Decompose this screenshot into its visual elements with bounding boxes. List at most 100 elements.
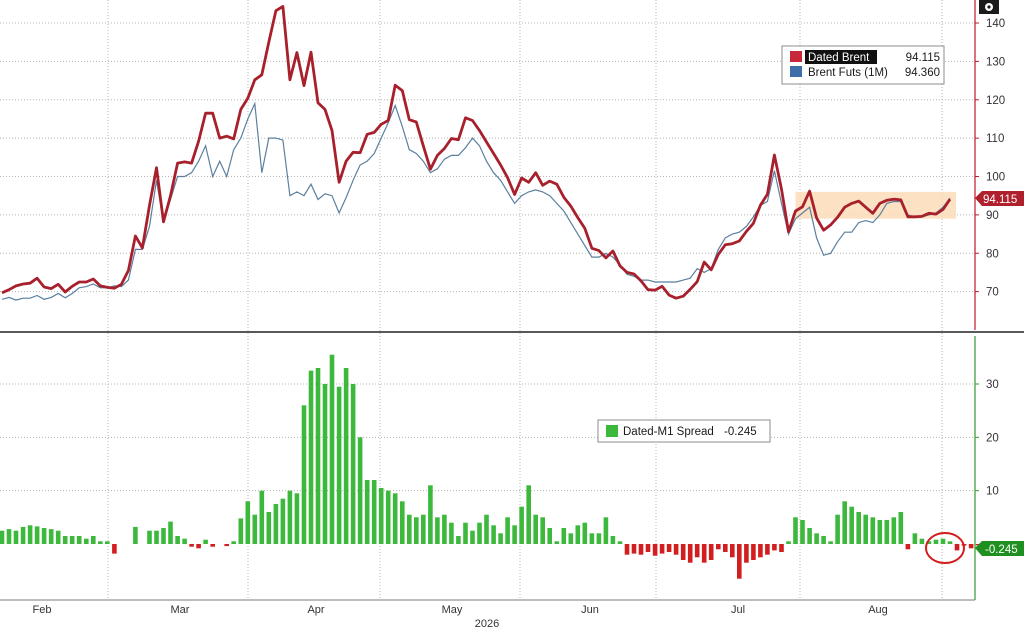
spread-bar [308, 370, 314, 544]
spread-bar [624, 544, 630, 555]
spread-bar [800, 520, 805, 544]
spread-bar [673, 544, 679, 555]
spread-bar [484, 514, 489, 544]
spread-bar [666, 544, 672, 552]
spread-bar [315, 368, 321, 544]
legend-upper: Dated Brent 94.115 Brent Futs (1M) 94.36… [781, 45, 945, 85]
spread-bar [954, 544, 960, 551]
price-lines [1, 5, 952, 301]
legend-label-spread: Dated-M1 Spread [623, 426, 714, 438]
spread-bar [589, 533, 595, 544]
spread-bar [477, 522, 482, 544]
spread-bar [751, 544, 756, 560]
spread-bar [786, 541, 791, 544]
spread-bar [84, 538, 89, 544]
lower-grid [0, 383, 975, 492]
spread-bar [842, 501, 847, 544]
last-value-lower: -0.245 [985, 544, 1018, 556]
spread-bar [723, 544, 728, 552]
gear-icon[interactable] [979, 0, 999, 14]
spread-bar [112, 544, 117, 554]
spread-bar [428, 485, 433, 544]
spread-bar [259, 490, 265, 544]
spread-bar [48, 529, 54, 544]
spread-bar [238, 518, 244, 544]
spread-bar [779, 544, 784, 552]
y-tick-label: 90 [986, 210, 999, 222]
spread-bar [41, 528, 47, 544]
last-value-upper: 94.115 [983, 194, 1017, 206]
spread-bar [737, 544, 742, 579]
spread-bar [835, 514, 840, 544]
spread-bar [596, 533, 602, 544]
spread-bar [0, 530, 5, 544]
spread-bar [687, 544, 693, 563]
spread-bar [76, 536, 82, 544]
spread-bar [175, 536, 180, 544]
spread-bars [0, 354, 981, 579]
spread-bar [329, 354, 335, 544]
spread-bar [638, 544, 644, 555]
spread-bar [105, 541, 110, 544]
spread-bar [435, 517, 440, 544]
spread-bar [449, 522, 454, 544]
spread-bar [807, 528, 812, 544]
spread-bar [582, 522, 588, 544]
spread-bar [856, 512, 861, 544]
spread-bar [547, 528, 552, 544]
spread-bar [659, 544, 665, 554]
spread-bar [884, 520, 890, 544]
spread-bar [870, 517, 876, 544]
spread-bar [280, 498, 286, 544]
spread-bar [357, 437, 363, 544]
spread-bar [694, 544, 700, 558]
y-tick-label: 100 [986, 172, 1005, 184]
legend-lower: Dated-M1 Spread -0.245 [597, 419, 771, 443]
spread-bar [554, 541, 560, 544]
spread-bar [27, 525, 33, 544]
spread-bar [322, 384, 328, 544]
spread-bar [575, 525, 581, 544]
spread-bar [378, 488, 384, 544]
spread-bar [891, 517, 897, 544]
spread-bar [814, 533, 819, 544]
spread-bar [343, 368, 349, 544]
legend-value-spread: -0.245 [724, 426, 757, 438]
spread-bar [266, 512, 272, 544]
spread-bar [91, 536, 96, 544]
spread-bar [421, 514, 426, 544]
x-tick-label: Jun [581, 604, 599, 616]
spread-bar [245, 501, 251, 544]
spread-bar [147, 530, 152, 544]
spread-bar [793, 517, 798, 544]
spread-bar [940, 538, 946, 544]
spread-bar [294, 493, 300, 544]
y-tick-label: 80 [986, 248, 999, 260]
y-tick-label: 130 [986, 56, 1005, 68]
spread-bar [350, 384, 356, 544]
vertical-grid [107, 0, 943, 600]
x-axis-year: 2026 [475, 618, 499, 630]
last-value-lower-badge: -0.245 [975, 541, 1024, 556]
spread-bar [231, 541, 236, 544]
spread-bar [442, 514, 447, 544]
spread-bar [498, 533, 503, 544]
spread-bar [189, 544, 194, 547]
spread-bar [561, 528, 567, 544]
spread-bar [385, 490, 391, 544]
legend-value-dated: 94.115 [906, 52, 940, 64]
y-tick-label: 70 [986, 287, 999, 299]
x-tick-label: Aug [868, 604, 888, 616]
legend-label-dated-bg [805, 50, 877, 64]
spread-bar [210, 544, 215, 547]
spread-bar [730, 544, 735, 558]
spread-bar [533, 514, 538, 544]
annotation-circle [925, 532, 965, 564]
last-value-upper-badge: 94.115 [975, 191, 1024, 206]
spread-bar [765, 544, 770, 555]
y-tick-label: 120 [986, 95, 1005, 107]
spread-bar [617, 541, 623, 544]
axes [0, 0, 1024, 601]
spread-bar [62, 536, 68, 544]
spread-bar [470, 530, 475, 544]
